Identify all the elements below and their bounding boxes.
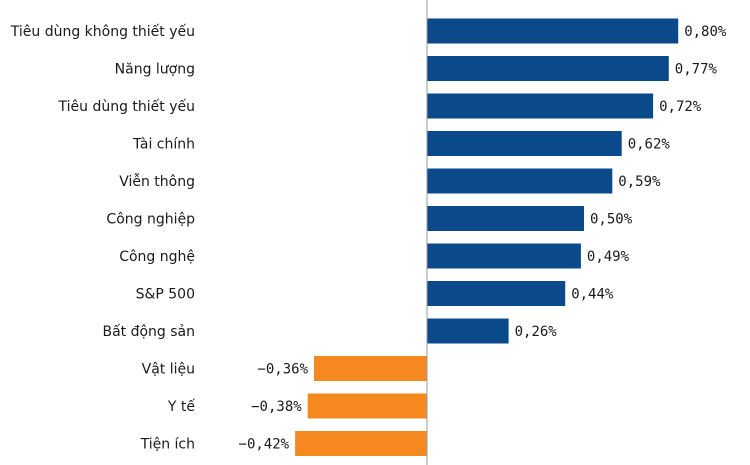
category-label-6: Công nghiệp xyxy=(106,212,195,228)
value-label-1: 0,80% xyxy=(684,24,727,40)
category-label-10: Vật liệu xyxy=(142,362,195,378)
value-label-11: −0,38% xyxy=(251,399,302,415)
category-label-4: Tài chính xyxy=(132,137,195,153)
category-label-12: Tiện ích xyxy=(140,437,195,453)
bars-group xyxy=(295,18,679,456)
category-label-2: Năng lượng xyxy=(115,62,195,78)
category-label-5: Viễn thông xyxy=(119,173,195,190)
bar-12 xyxy=(295,431,427,456)
labels-group: 0,80% Tiêu dùng không thiết yếu 0,77% Năng … xyxy=(10,23,727,453)
bar-11 xyxy=(307,393,427,419)
value-label-5: 0,59% xyxy=(618,174,661,190)
bar-7 xyxy=(427,243,581,269)
category-label-3: Tiêu dùng thiết yếu xyxy=(58,98,196,115)
bar-10 xyxy=(314,356,427,381)
value-label-6: 0,50% xyxy=(590,212,633,228)
value-label-2: 0,77% xyxy=(675,62,718,78)
value-label-8: 0,44% xyxy=(571,287,614,303)
value-label-3: 0,72% xyxy=(659,99,702,115)
bar-9 xyxy=(427,318,509,344)
category-label-8: S&P 500 xyxy=(136,287,195,303)
value-label-9: 0,26% xyxy=(515,324,558,340)
category-label-9: Bất động sản xyxy=(102,324,195,340)
bar-6 xyxy=(427,206,584,231)
value-label-7: 0,49% xyxy=(587,249,630,265)
bar-2 xyxy=(427,56,669,81)
category-label-1: Tiêu dùng không thiết yếu xyxy=(10,23,195,40)
value-label-10: −0,36% xyxy=(257,362,308,378)
value-label-12: −0,42% xyxy=(239,437,290,453)
bar-3 xyxy=(427,93,654,119)
bar-4 xyxy=(427,131,622,156)
bar-5 xyxy=(427,168,613,194)
category-label-7: Công nghệ xyxy=(119,249,195,265)
category-label-11: Y tế xyxy=(167,398,195,415)
bar-1 xyxy=(427,18,679,44)
value-label-4: 0,62% xyxy=(628,137,671,153)
bar-8 xyxy=(427,281,566,306)
